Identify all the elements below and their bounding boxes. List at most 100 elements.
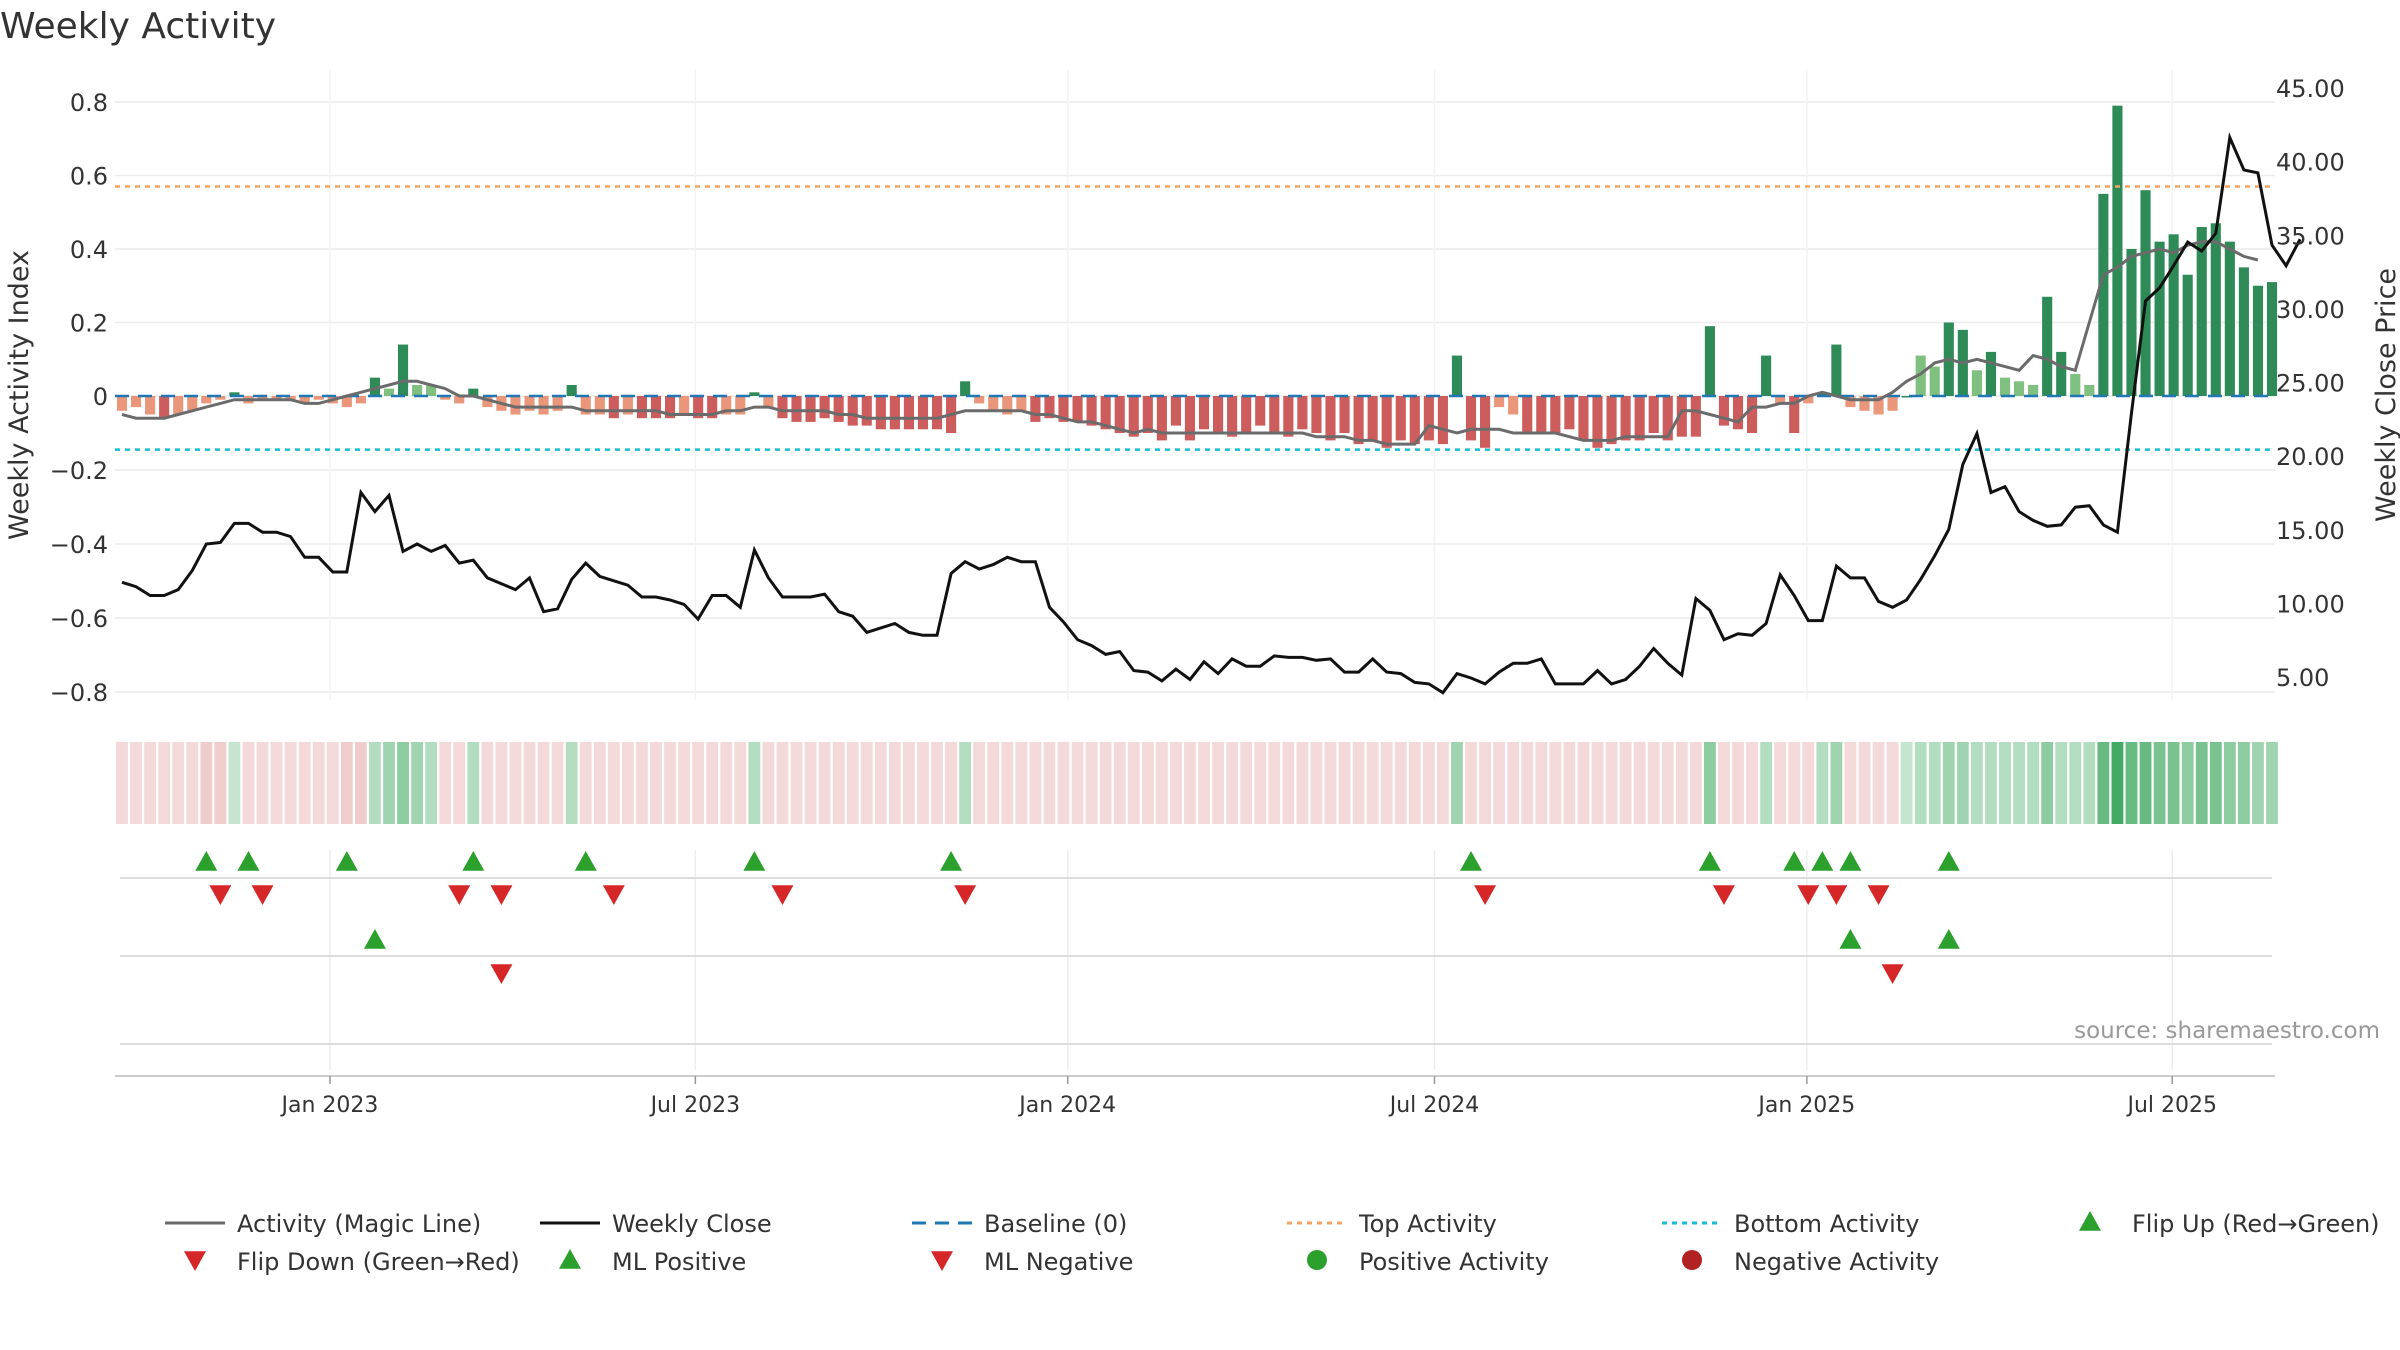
heat-cell	[1043, 742, 1056, 824]
ml-negative-marker	[1881, 964, 1904, 984]
heat-cell	[1647, 742, 1660, 824]
activity-bar	[819, 396, 830, 419]
heat-cell	[1029, 742, 1042, 824]
heat-cell	[1577, 742, 1590, 824]
heat-cell	[228, 742, 241, 824]
legend-label: Top Activity	[1358, 1210, 1497, 1238]
heat-cell	[917, 742, 929, 824]
flip-down-marker	[1867, 885, 1890, 905]
heat-cell	[1493, 742, 1506, 824]
heat-cell	[2252, 742, 2264, 824]
activity-bar	[1873, 396, 1884, 415]
heat-cell	[1015, 742, 1028, 824]
x-tick-label: Jan 2023	[280, 1093, 379, 1118]
flip-up-marker	[1698, 851, 1721, 871]
activity-bar	[1508, 396, 1519, 415]
activity-bar	[721, 396, 732, 415]
activity-bar	[2168, 234, 2179, 396]
activity-bar	[2182, 274, 2193, 396]
activity-bar	[1451, 355, 1463, 396]
activity-bar	[679, 396, 690, 415]
activity-bar	[1564, 396, 1575, 430]
heat-cell	[818, 742, 831, 824]
heat-cell	[945, 742, 957, 824]
activity-bar	[173, 396, 184, 415]
legend-swatch	[559, 1249, 581, 1269]
y2-tick-label: 30.00	[2276, 296, 2345, 324]
legend-label: Activity (Magic Line)	[237, 1210, 481, 1238]
activity-bar	[1536, 396, 1547, 433]
activity-bar	[847, 396, 858, 426]
legend-label: Flip Up (Red→Green)	[2132, 1210, 2380, 1238]
legend: Activity (Magic Line) Weekly Close Baselin…	[165, 1210, 2380, 1276]
heat-cell	[1057, 742, 1070, 824]
activity-bar	[1198, 396, 1210, 430]
activity-bar	[693, 396, 704, 419]
legend-label: Positive Activity	[1359, 1248, 1549, 1276]
heat-cell	[565, 742, 578, 824]
activity-bar	[1227, 396, 1238, 437]
heat-cell	[186, 742, 199, 824]
heat-cell	[2266, 742, 2278, 824]
activity-bar	[1409, 396, 1420, 445]
flip-down-marker	[954, 885, 977, 905]
heat-cell	[495, 742, 508, 824]
flip-up-marker	[574, 851, 597, 871]
activity-bar	[1170, 396, 1181, 426]
activity-bar	[1423, 396, 1434, 441]
heat-cell	[2111, 742, 2124, 824]
activity-bar	[1030, 396, 1041, 422]
activity-bar	[650, 396, 662, 419]
ml-positive-marker	[1839, 929, 1862, 949]
heat-cell	[1127, 742, 1140, 824]
legend-label: Weekly Close	[612, 1210, 772, 1238]
heat-cell	[734, 742, 747, 824]
activity-bar	[468, 388, 479, 396]
series-lines	[121, 132, 2302, 695]
ml-positive-marker	[363, 929, 386, 949]
legend-label: Flip Down (Green→Red)	[237, 1248, 520, 1276]
activity-bar	[1269, 396, 1280, 433]
heat-cell	[1689, 742, 1702, 824]
activity-bar	[805, 396, 816, 422]
activity-bar	[1831, 344, 1842, 396]
activity-bar	[1297, 396, 1308, 430]
activity-bar	[1002, 396, 1013, 415]
heat-cell	[1802, 742, 1815, 824]
activity-bar	[383, 388, 395, 396]
activity-bar	[1999, 377, 2011, 396]
heat-cell	[692, 742, 705, 824]
activity-bar	[1929, 366, 1940, 396]
heat-cell	[636, 742, 648, 824]
activity-bar	[1550, 396, 1561, 433]
heat-cell	[256, 742, 269, 824]
flip-down-marker	[1825, 885, 1848, 905]
activity-bar	[1213, 396, 1224, 433]
heat-cell	[2027, 742, 2040, 824]
heat-cell	[1296, 742, 1309, 824]
activity-bar	[1044, 396, 1055, 419]
activity-bar	[1747, 396, 1758, 433]
heat-cell	[551, 742, 564, 824]
heat-cell	[425, 742, 438, 824]
heat-cell	[1858, 742, 1871, 824]
heat-cell	[790, 742, 803, 824]
activity-bar	[2056, 351, 2067, 396]
heat-cell	[846, 742, 859, 824]
heat-cell	[1254, 742, 1267, 824]
heat-cell	[1718, 742, 1730, 824]
activity-heat-strip	[116, 742, 2278, 824]
heat-cell	[2209, 742, 2222, 824]
activity-bar	[1114, 396, 1125, 433]
y2-tick-label: 25.00	[2276, 370, 2345, 398]
heat-cell	[2237, 742, 2250, 824]
legend-label: ML Positive	[612, 1248, 746, 1276]
activity-bar	[313, 396, 324, 400]
heat-cell	[1844, 742, 1857, 824]
chart-title: Weekly Activity	[0, 6, 276, 47]
source-label: source: sharemaestro.com	[2074, 1018, 2380, 1044]
activity-bar	[1901, 396, 1912, 398]
heat-cell	[706, 742, 719, 824]
activity-bar	[454, 396, 465, 404]
